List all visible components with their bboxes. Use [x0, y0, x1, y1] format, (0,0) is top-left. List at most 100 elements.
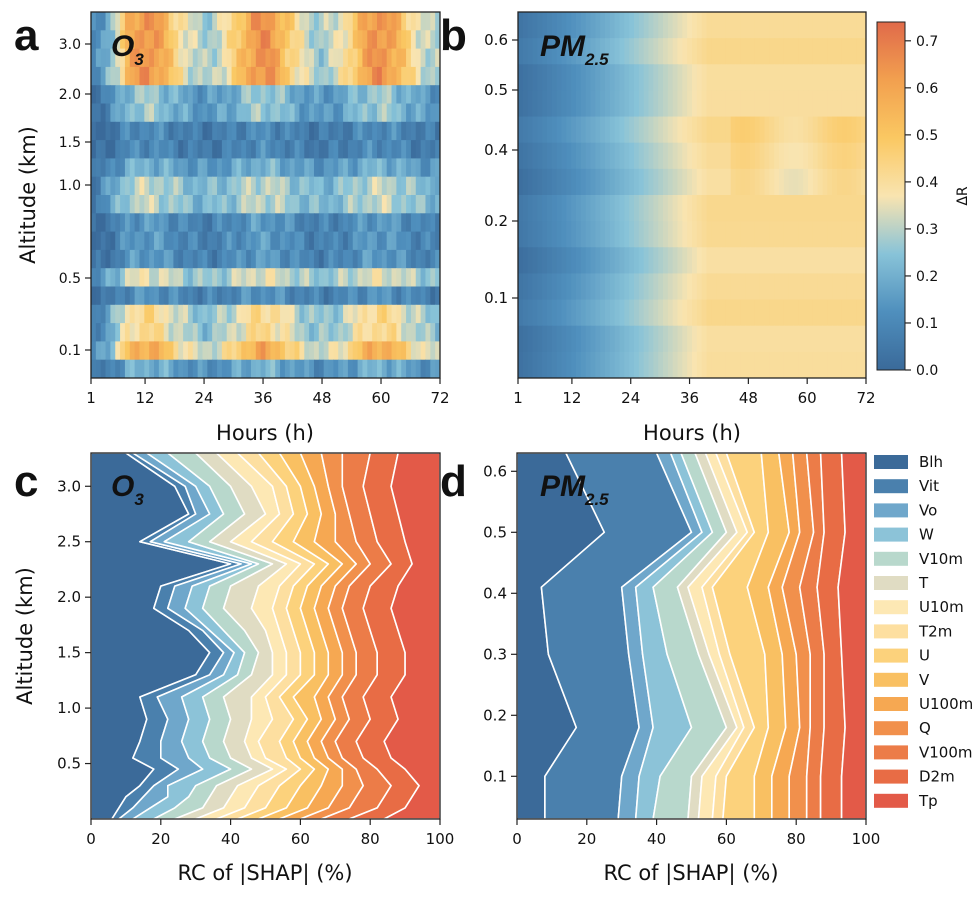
panel-a-title-base: O: [111, 30, 134, 63]
heatmap-cell: [542, 351, 548, 378]
heatmap-cell: [401, 103, 407, 123]
heatmap-cell: [105, 103, 111, 123]
heatmap-cell: [309, 103, 315, 123]
heatmap-cell: [846, 116, 853, 144]
heatmap-cell: [841, 299, 848, 327]
heatmap-cell: [406, 359, 412, 378]
heatmap-cell: [260, 12, 267, 31]
heatmap-cell: [629, 90, 635, 118]
heatmap-cell: [817, 221, 824, 248]
heatmap-cell: [701, 351, 708, 378]
legend-label-v100m: V100m: [919, 743, 973, 761]
heatmap-cell: [721, 325, 727, 353]
heatmap-cell: [851, 116, 857, 144]
heatmap-cell: [518, 195, 524, 222]
heatmap-cell: [396, 286, 402, 306]
heatmap-cell: [309, 341, 315, 361]
heatmap-cell: [721, 299, 727, 327]
heatmap-cell: [207, 158, 213, 178]
heatmap-cell: [614, 247, 621, 275]
heatmap-cell: [851, 351, 857, 378]
heatmap-cell: [178, 213, 184, 233]
heatmap-cell: [629, 116, 635, 144]
heatmap-cell: [280, 48, 286, 68]
heatmap-cell: [783, 325, 790, 353]
heatmap-cell: [701, 38, 708, 65]
heatmap-cell: [754, 247, 761, 275]
heatmap-cell: [730, 116, 737, 144]
heatmap-cell: [352, 66, 359, 86]
heatmap-cell: [764, 221, 770, 248]
heatmap-cell: [280, 231, 286, 251]
heatmap-cell: [653, 195, 659, 222]
heatmap-cell: [91, 103, 97, 123]
heatmap-cell: [362, 85, 368, 105]
heatmap-cell: [154, 249, 160, 269]
heatmap-cell: [667, 351, 674, 378]
heatmap-cell: [619, 90, 625, 118]
y-tick-label: 0.1: [483, 767, 507, 785]
heatmap-cell: [386, 48, 393, 68]
heatmap-cell: [590, 116, 596, 144]
heatmap-cell: [221, 30, 228, 50]
heatmap-cell: [551, 142, 558, 170]
heatmap-cell: [614, 64, 621, 92]
heatmap-cell: [415, 48, 422, 68]
heatmap-cell: [754, 299, 761, 327]
heatmap-cell: [289, 341, 296, 361]
heatmap-cell: [822, 142, 828, 170]
heatmap-cell: [154, 359, 160, 378]
heatmap-cell: [178, 359, 184, 378]
y-tick-label: 0.6: [484, 31, 508, 49]
x-tick-label: 60: [371, 389, 390, 407]
heatmap-cell: [754, 273, 761, 301]
heatmap-cell: [667, 325, 674, 353]
heatmap-cell: [226, 249, 233, 269]
heatmap-cell: [415, 140, 422, 159]
heatmap-cell: [289, 359, 296, 378]
heatmap-cell: [716, 12, 722, 39]
heatmap-cell: [246, 30, 252, 50]
heatmap-cell: [197, 268, 204, 288]
heatmap-cell: [808, 247, 814, 275]
heatmap-cell: [750, 116, 756, 144]
heatmap-cell: [352, 341, 359, 361]
heatmap-cell: [372, 176, 378, 196]
heatmap-cell: [187, 359, 194, 378]
y-tick-label: 0.2: [483, 706, 507, 724]
heatmap-cell: [643, 12, 650, 39]
panel-a-title-sub: 3: [134, 50, 144, 69]
heatmap-cell: [609, 116, 616, 144]
heatmap-cell: [217, 158, 223, 178]
heatmap-cell: [217, 268, 223, 288]
heatmap-cell: [822, 273, 828, 301]
heatmap-cell: [774, 247, 780, 275]
heatmap-cell: [124, 286, 131, 306]
heatmap-cell: [168, 341, 175, 361]
heatmap-cell: [372, 103, 378, 123]
heatmap-cell: [343, 249, 349, 269]
heatmap-cell: [721, 142, 727, 170]
heatmap-cell: [846, 168, 853, 196]
heatmap-cell: [250, 304, 257, 324]
y-tick-label: 0.1: [59, 343, 81, 359]
heatmap-cell: [289, 158, 296, 178]
heatmap-cell: [376, 268, 383, 288]
heatmap-cell: [677, 325, 683, 353]
heatmap-cell: [658, 221, 664, 248]
heatmap-cell: [241, 158, 247, 178]
heatmap-cell: [197, 286, 204, 306]
heatmap-cell: [619, 325, 625, 353]
x-tick-label: 48: [312, 389, 331, 407]
heatmap-cell: [250, 231, 257, 251]
heatmap-cell: [289, 195, 296, 214]
heatmap-cell: [178, 195, 184, 214]
heatmap-cell: [367, 268, 373, 288]
heatmap-cell: [246, 66, 252, 86]
y-tick-label: 0.2: [484, 212, 508, 230]
heatmap-cell: [822, 247, 828, 275]
heatmap-cell: [352, 231, 359, 251]
heatmap-cell: [585, 273, 592, 301]
heatmap-cell: [183, 286, 189, 306]
